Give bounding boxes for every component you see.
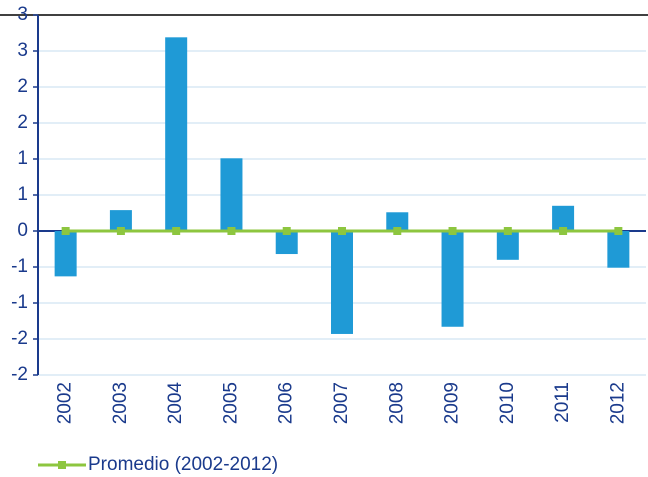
line-marker (227, 227, 236, 235)
line-marker (172, 227, 181, 235)
bar (496, 231, 519, 260)
y-tick-label: 2 (17, 112, 28, 133)
y-tick-label: -2 (11, 328, 28, 349)
y-tick-label: -1 (11, 292, 28, 313)
bar (275, 231, 298, 255)
line-marker (614, 227, 623, 235)
x-tick-label: 2009 (442, 382, 463, 424)
x-tick-label: 2008 (386, 382, 407, 424)
line-marker (338, 227, 346, 235)
x-tick-label: 2006 (276, 382, 297, 424)
line-marker (393, 227, 402, 235)
bar (109, 210, 132, 231)
y-tick-label: 2 (17, 76, 28, 97)
bar (220, 158, 243, 231)
x-tick-label: 2007 (331, 382, 352, 424)
legend-label: Promedio (2002-2012) (88, 454, 278, 475)
legend-marker (58, 461, 66, 469)
y-tick-label: 1 (17, 148, 28, 169)
y-tick-label: -1 (11, 256, 28, 277)
x-tick-label: 2011 (552, 382, 573, 423)
bar (54, 231, 77, 277)
x-tick-label: 2002 (55, 382, 76, 424)
y-tick-label: 3 (17, 4, 28, 25)
bar (552, 205, 575, 231)
y-tick-label: 3 (17, 40, 28, 61)
line-marker (61, 227, 70, 235)
line-marker (448, 227, 457, 235)
bar (331, 231, 353, 334)
line-marker (282, 227, 291, 235)
bar (386, 212, 409, 231)
bar (607, 231, 630, 268)
line-marker (559, 227, 568, 235)
x-tick-label: 2005 (220, 382, 241, 424)
y-tick-label: 1 (17, 184, 28, 205)
y-tick-label: 0 (17, 220, 28, 241)
x-tick-label: 2004 (165, 382, 186, 425)
bar (441, 231, 464, 327)
x-tick-label: 2012 (607, 382, 628, 424)
x-tick-label: 2003 (110, 382, 131, 424)
bar (165, 37, 188, 231)
x-tick-label: 2010 (497, 382, 518, 424)
y-tick-label: -2 (11, 364, 28, 385)
line-marker (116, 227, 125, 235)
line-marker (503, 227, 512, 235)
